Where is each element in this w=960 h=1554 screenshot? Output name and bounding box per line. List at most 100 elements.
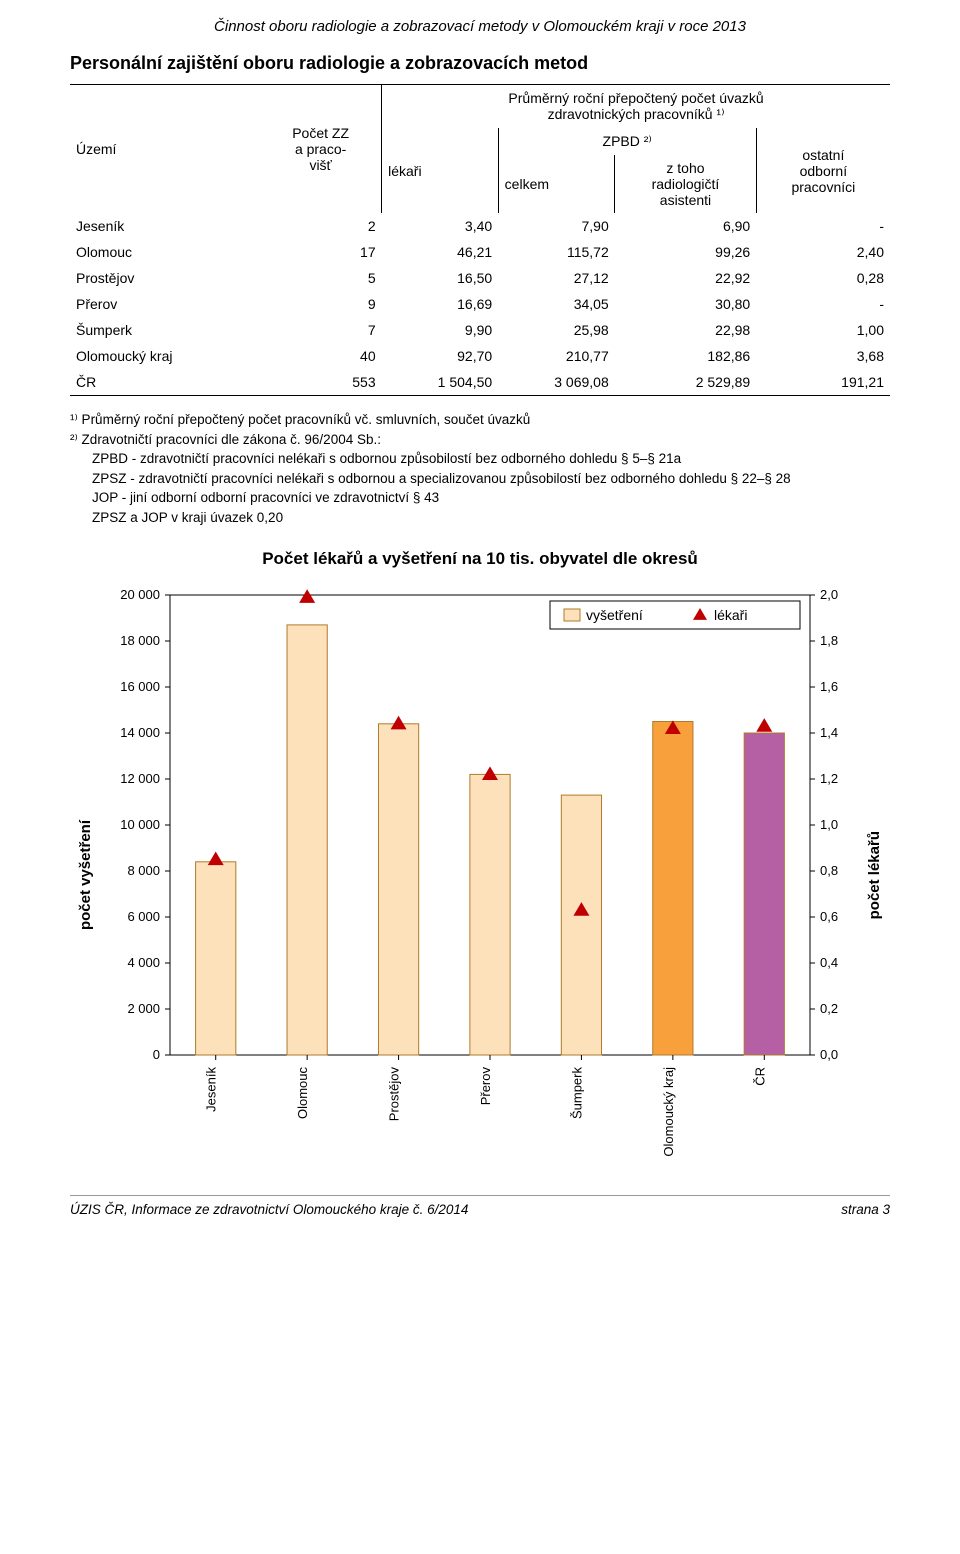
staffing-table: Území Počet ZZ a praco- višť Průměrný ro… — [70, 84, 890, 396]
table-cell: 9 — [260, 291, 381, 317]
svg-text:0,2: 0,2 — [820, 1001, 838, 1016]
table-cell: 2 529,89 — [615, 369, 756, 396]
svg-text:Prostějov: Prostějov — [387, 1067, 402, 1122]
chart-title: Počet lékařů a vyšetření na 10 tis. obyv… — [70, 549, 890, 569]
footer-left: ÚZIS ČR, Informace ze zdravotnictví Olom… — [70, 1202, 468, 1217]
table-cell: 16,50 — [382, 265, 499, 291]
table-cell: 7 — [260, 317, 381, 343]
table-cell: 2,40 — [756, 239, 890, 265]
table-row: Olomouc1746,21115,7299,262,40 — [70, 239, 890, 265]
txt: Počet ZZ — [292, 125, 349, 141]
col-group: Průměrný roční přepočtený počet úvazků z… — [382, 85, 890, 129]
txt: ostatní — [802, 147, 844, 163]
table-cell: 1 504,50 — [382, 369, 499, 396]
table-cell: 6,90 — [615, 213, 756, 239]
table-cell: 2 — [260, 213, 381, 239]
txt: radiologičtí — [652, 176, 720, 192]
table-cell: 99,26 — [615, 239, 756, 265]
table-cell: 7,90 — [498, 213, 615, 239]
col-celkem: celkem — [498, 155, 615, 213]
table-cell: 5 — [260, 265, 381, 291]
svg-text:vyšetření: vyšetření — [586, 607, 643, 623]
svg-text:0,0: 0,0 — [820, 1047, 838, 1062]
table-row: Jeseník23,407,906,90- — [70, 213, 890, 239]
table-cell: 16,69 — [382, 291, 499, 317]
footnotes: ¹⁾ Průměrný roční přepočtený počet praco… — [70, 410, 890, 527]
footer-right: strana 3 — [841, 1202, 890, 1217]
col-zpbd: ZPBD ²⁾ — [498, 128, 756, 155]
svg-text:0,6: 0,6 — [820, 909, 838, 924]
table-cell: 0,28 — [756, 265, 890, 291]
footnote-2: ²⁾ Zdravotničtí pracovníci dle zákona č.… — [70, 430, 890, 450]
col-radiol: z toho radiologičtí asistenti — [615, 155, 756, 213]
table-cell: Jeseník — [70, 213, 260, 239]
table-cell: 210,77 — [498, 343, 615, 369]
svg-text:ČR: ČR — [752, 1067, 767, 1086]
svg-text:14 000: 14 000 — [120, 725, 160, 740]
svg-text:Přerov: Přerov — [478, 1067, 493, 1106]
svg-text:6 000: 6 000 — [127, 909, 160, 924]
txt: z toho — [666, 160, 704, 176]
txt: višť — [309, 157, 331, 173]
table-row: Šumperk79,9025,9822,981,00 — [70, 317, 890, 343]
table-cell: 40 — [260, 343, 381, 369]
table-cell: 3 069,08 — [498, 369, 615, 396]
txt: a praco- — [295, 141, 346, 157]
txt: asistenti — [660, 192, 711, 208]
footnote-5: JOP - jiní odborní odborní pracovníci ve… — [92, 488, 890, 508]
y1-axis-label: počet vyšetření — [71, 820, 100, 930]
svg-text:4 000: 4 000 — [127, 955, 160, 970]
table-cell: 27,12 — [498, 265, 615, 291]
col-pocet-zz: Počet ZZ a praco- višť — [260, 85, 381, 214]
table-cell: 1,00 — [756, 317, 890, 343]
footnote-1: ¹⁾ Průměrný roční přepočtený počet praco… — [70, 410, 890, 430]
chart-svg: 02 0004 0006 0008 00010 00012 00014 0001… — [100, 585, 860, 1165]
col-ostatni: ostatní odborní pracovníci — [756, 128, 890, 213]
table-cell: 3,40 — [382, 213, 499, 239]
footnote-6: ZPSZ a JOP v kraji úvazek 0,20 — [92, 508, 890, 528]
chart-container: počet vyšetření 02 0004 0006 0008 00010 … — [70, 585, 890, 1165]
svg-text:12 000: 12 000 — [120, 771, 160, 786]
svg-text:0: 0 — [153, 1047, 160, 1062]
svg-text:Olomouc: Olomouc — [295, 1067, 310, 1120]
footnote-4: ZPSZ - zdravotničtí pracovníci nelékaři … — [92, 469, 890, 489]
svg-text:20 000: 20 000 — [120, 587, 160, 602]
svg-text:1,2: 1,2 — [820, 771, 838, 786]
table-row: ČR5531 504,503 069,082 529,89191,21 — [70, 369, 890, 396]
col-lekari: lékaři — [382, 128, 499, 213]
table-cell: 553 — [260, 369, 381, 396]
table-cell: 191,21 — [756, 369, 890, 396]
table-cell: 17 — [260, 239, 381, 265]
txt: zdravotnických pracovníků ¹⁾ — [548, 106, 725, 122]
table-cell: Prostějov — [70, 265, 260, 291]
svg-text:1,6: 1,6 — [820, 679, 838, 694]
table-cell: ČR — [70, 369, 260, 396]
table-cell: - — [756, 291, 890, 317]
table-cell: 46,21 — [382, 239, 499, 265]
section-title: Personální zajištění oboru radiologie a … — [70, 53, 890, 74]
txt: Průměrný roční přepočtený počet úvazků — [508, 90, 763, 106]
table-cell: 92,70 — [382, 343, 499, 369]
y2-axis-label: počet lékařů — [860, 831, 889, 919]
svg-text:Olomoucký kraj: Olomoucký kraj — [661, 1067, 676, 1157]
svg-text:8 000: 8 000 — [127, 863, 160, 878]
table-cell: Šumperk — [70, 317, 260, 343]
table-cell: 30,80 — [615, 291, 756, 317]
svg-text:1,0: 1,0 — [820, 817, 838, 832]
svg-text:1,4: 1,4 — [820, 725, 838, 740]
table-cell: - — [756, 213, 890, 239]
svg-text:2 000: 2 000 — [127, 1001, 160, 1016]
table-cell: Olomoucký kraj — [70, 343, 260, 369]
page-footer: ÚZIS ČR, Informace ze zdravotnictví Olom… — [70, 1195, 890, 1217]
svg-text:Šumperk: Šumperk — [569, 1067, 584, 1120]
svg-text:16 000: 16 000 — [120, 679, 160, 694]
table-row: Olomoucký kraj4092,70210,77182,863,68 — [70, 343, 890, 369]
svg-text:0,8: 0,8 — [820, 863, 838, 878]
table-row: Přerov916,6934,0530,80- — [70, 291, 890, 317]
table-row: Prostějov516,5027,1222,920,28 — [70, 265, 890, 291]
txt: odborní — [800, 163, 847, 179]
txt: pracovníci — [791, 179, 855, 195]
table-cell: Přerov — [70, 291, 260, 317]
table-cell: 115,72 — [498, 239, 615, 265]
table-cell: 22,98 — [615, 317, 756, 343]
